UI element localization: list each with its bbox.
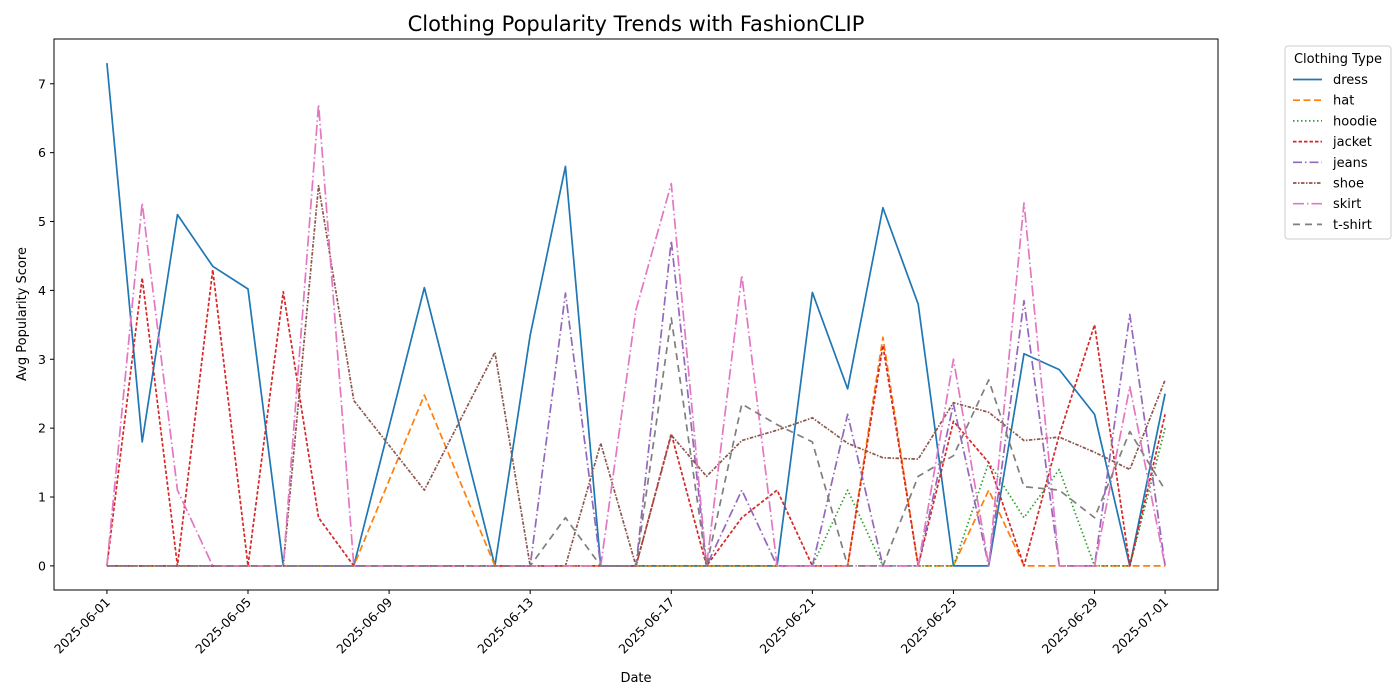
- legend-label-jeans: jeans: [1332, 156, 1368, 171]
- legend-label-t-shirt: t-shirt: [1333, 218, 1372, 233]
- legend-label-hoodie: hoodie: [1333, 114, 1377, 129]
- legend-label-jacket: jacket: [1332, 135, 1372, 150]
- series-line-jacket: [106, 268, 1166, 567]
- series-line-skirt: [106, 103, 1166, 567]
- y-tick-label: 7: [38, 76, 46, 91]
- plot-lines: [106, 63, 1166, 567]
- legend-label-dress: dress: [1333, 73, 1368, 88]
- y-axis-title: Avg Popularity Score: [15, 247, 30, 381]
- series-line-t-shirt: [106, 317, 1166, 567]
- y-tick-label: 5: [38, 214, 46, 229]
- y-tick-label: 0: [38, 558, 46, 573]
- y-axis: 0 1 2 3 4 5 6 7: [38, 76, 54, 573]
- legend-label-hat: hat: [1333, 94, 1354, 109]
- chart-title: Clothing Popularity Trends with FashionC…: [408, 12, 865, 36]
- y-tick-label: 2: [38, 421, 46, 436]
- plot-frame: [53, 38, 1219, 591]
- legend-title: Clothing Type: [1294, 52, 1382, 67]
- legend-items: dress hat hoodie jacket jeans shoe skirt t-shir…: [1293, 73, 1377, 233]
- legend-label-shoe: shoe: [1333, 177, 1364, 192]
- legend-label-skirt: skirt: [1333, 197, 1361, 212]
- y-tick-label: 1: [38, 490, 46, 505]
- legend: Clothing Type dress hat hoodie jacket jeans s…: [1284, 45, 1392, 240]
- y-tick-label: 4: [38, 283, 46, 298]
- y-tick-label: 3: [38, 352, 46, 367]
- legend-box: [1284, 45, 1392, 240]
- series-line-jeans: [106, 239, 1166, 567]
- y-tick-label: 6: [38, 145, 46, 160]
- x-axis-title: Date: [620, 671, 651, 686]
